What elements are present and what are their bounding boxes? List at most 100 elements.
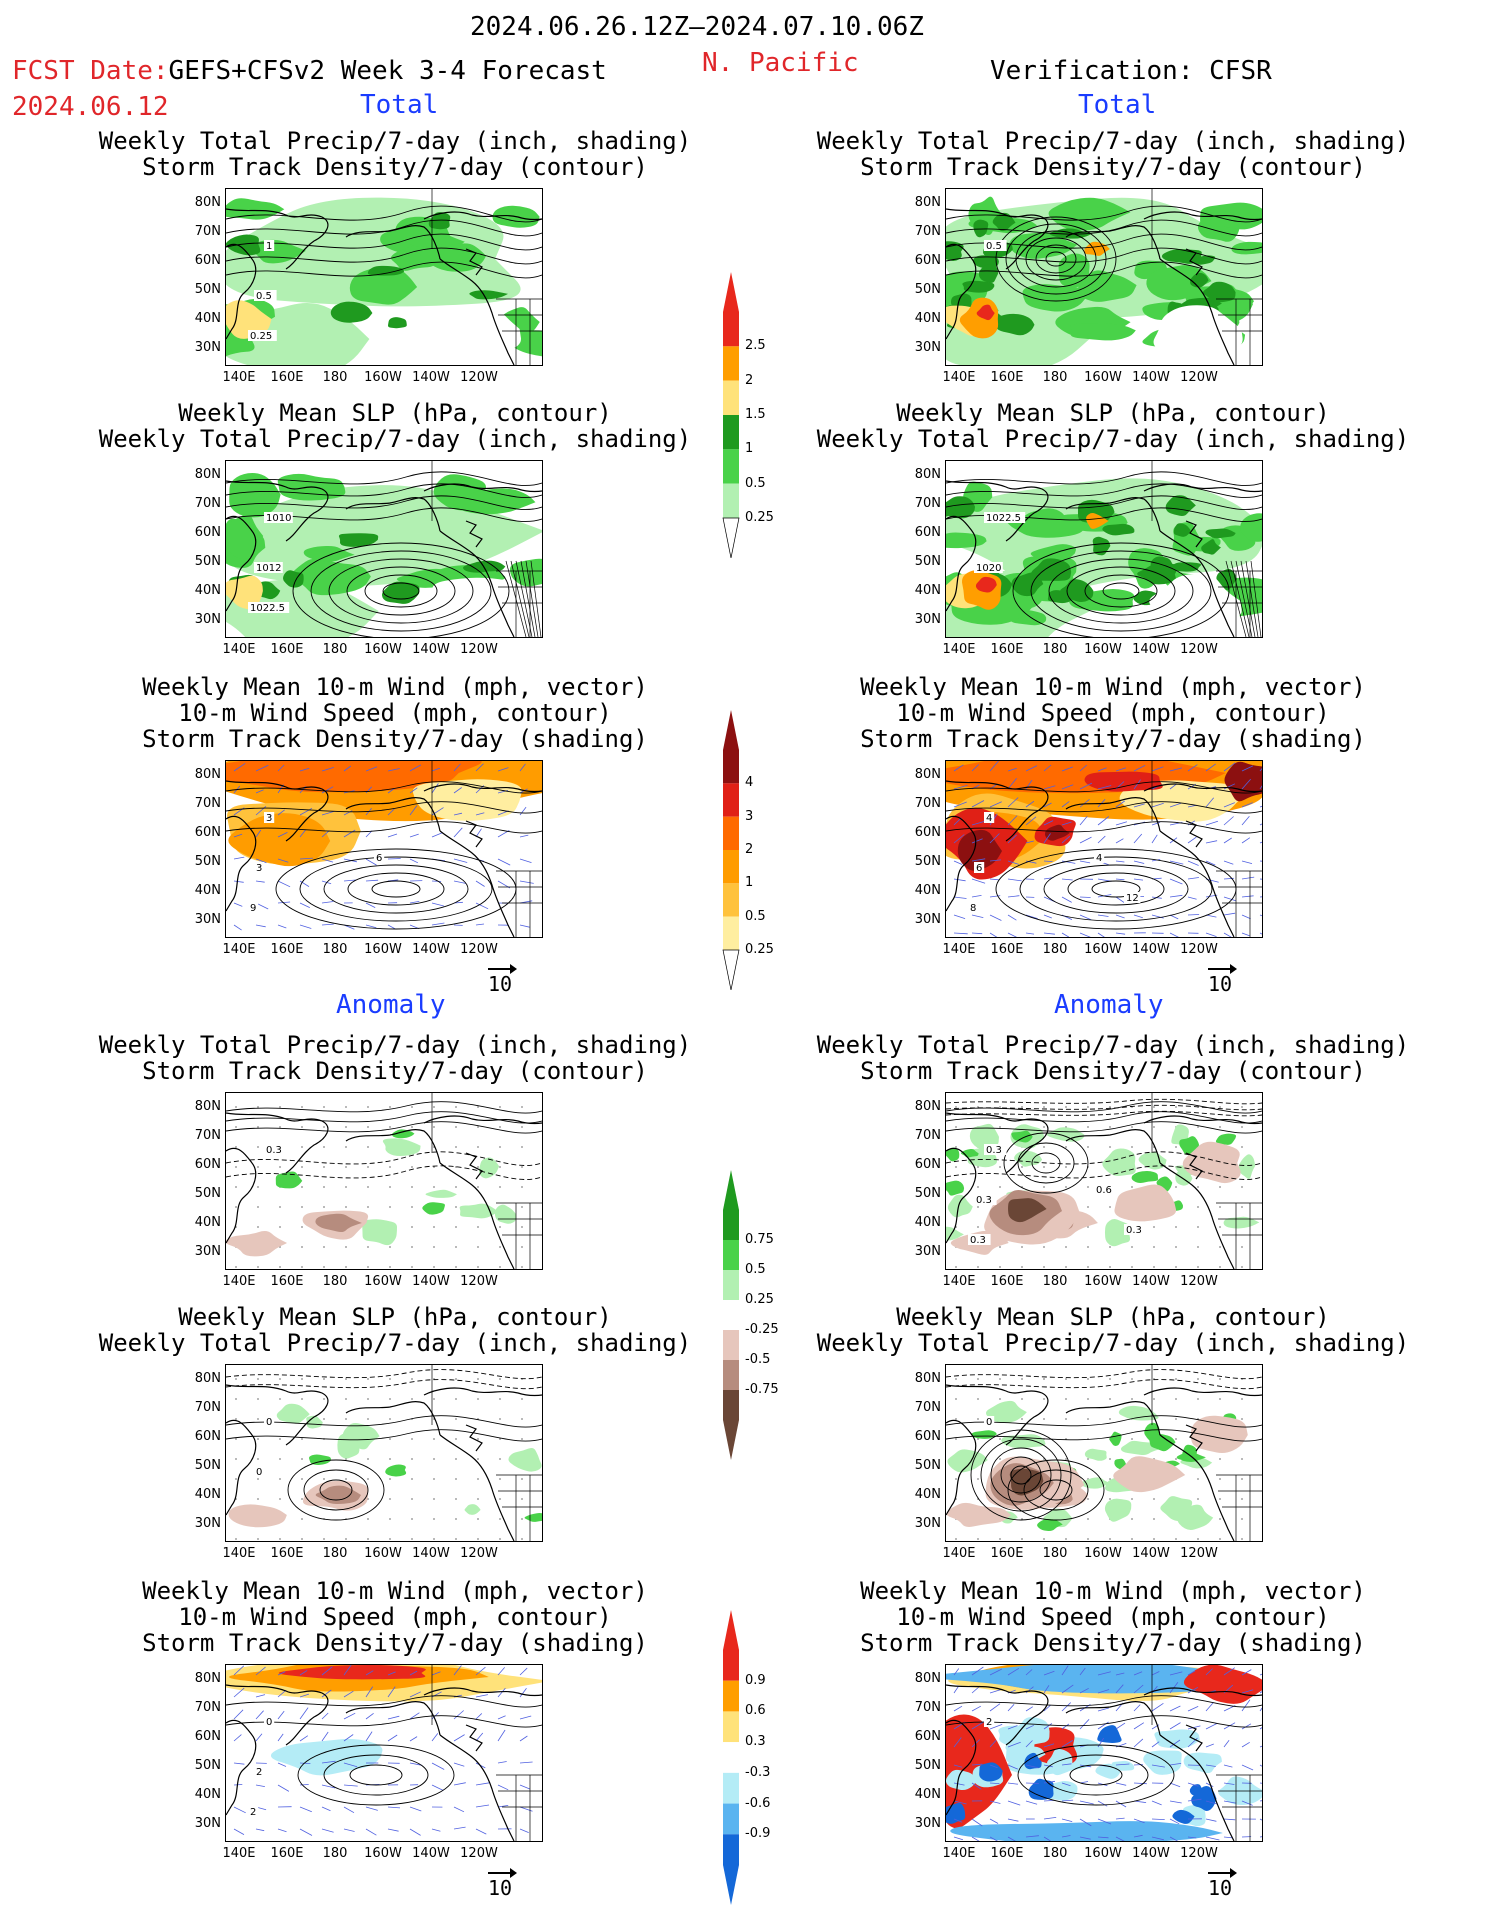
lat-label: 80N: [194, 1099, 221, 1114]
colorbar-label: 0.25: [745, 1292, 774, 1307]
lat-label: 40N: [194, 1787, 221, 1802]
lon-label: 160W: [364, 1846, 402, 1861]
lat-label: 60N: [194, 825, 221, 840]
colorbar-label: 2: [745, 842, 754, 857]
vector-ref-label: 10: [1207, 972, 1233, 996]
svg-text:2: 2: [986, 1717, 992, 1728]
lon-label: 160E: [990, 1274, 1024, 1289]
svg-text:0: 0: [256, 1467, 262, 1478]
vector-ref-arrowhead-icon: [510, 964, 517, 974]
forecast-map-anom_1: 0.3: [225, 1092, 543, 1270]
lat-label: 70N: [914, 1700, 941, 1715]
panel-title-fc-total_2-1: Weekly Mean SLP (hPa, contour): [178, 399, 612, 427]
svg-text:0.3: 0.3: [976, 1195, 992, 1206]
colorbar-label: 0.75: [745, 1232, 774, 1247]
lon-label: 120W: [1180, 942, 1218, 957]
lon-label: 160E: [270, 942, 304, 957]
lat-label: 30N: [194, 340, 221, 355]
lon-label: 140E: [222, 942, 256, 957]
forecast-map-anom_3: 0 2 2: [225, 1664, 543, 1842]
lon-label: 140E: [222, 370, 256, 385]
lat-label: 60N: [194, 525, 221, 540]
date-range: 2024.06.26.12Z–2024.07.10.06Z: [470, 12, 924, 42]
panel-title-fc-total_3-3: Storm Track Density/7-day (shading): [142, 725, 648, 753]
lon-label: 160E: [990, 642, 1024, 657]
lat-label: 70N: [194, 224, 221, 239]
panel-title-ob-total_2-1: Weekly Mean SLP (hPa, contour): [896, 399, 1330, 427]
lat-label: 30N: [194, 1516, 221, 1531]
vector-ref-arrowhead-icon: [1230, 964, 1237, 974]
svg-text:4: 4: [986, 813, 992, 824]
lon-label: 120W: [460, 370, 498, 385]
colorbar-label: -0.75: [745, 1382, 779, 1397]
colorbar-label: 1: [745, 875, 754, 891]
lat-label: 50N: [194, 1458, 221, 1473]
lat-label: 50N: [194, 282, 221, 297]
lon-label: 180: [1042, 642, 1068, 657]
colorbar-label: 4: [745, 775, 754, 791]
vector-ref-arrow-icon: [488, 1872, 514, 1874]
colorbar-label: 3: [745, 808, 754, 824]
lon-label: 180: [1042, 1846, 1068, 1861]
lon-label: 140E: [222, 1846, 256, 1861]
panel-title-fc-anom_3-3: Storm Track Density/7-day (shading): [142, 1629, 648, 1657]
lat-label: 40N: [914, 1787, 941, 1802]
lon-label: 120W: [460, 1846, 498, 1861]
colorbar-label: 0.5: [745, 1262, 766, 1277]
lat-label: 40N: [194, 883, 221, 898]
lon-label: 120W: [1180, 1274, 1218, 1289]
lon-label: 140E: [222, 1546, 256, 1561]
lon-label: 160E: [270, 1846, 304, 1861]
section-total-left: Total: [360, 90, 439, 120]
verification-map-anom_3: 2: [945, 1664, 1263, 1842]
vector-ref-arrowhead-icon: [1230, 1868, 1237, 1878]
lon-label: 180: [1042, 370, 1068, 385]
svg-text:0: 0: [266, 1717, 272, 1728]
panel-title-ob-total_1-1: Weekly Total Precip/7-day (inch, shading…: [816, 127, 1410, 155]
svg-text:0.3: 0.3: [266, 1145, 282, 1156]
svg-text:1020: 1020: [976, 563, 1001, 574]
svg-text:0.3: 0.3: [1126, 1225, 1142, 1236]
svg-text:3: 3: [266, 813, 272, 824]
lon-label: 140W: [1132, 1846, 1170, 1861]
lon-label: 180: [1042, 942, 1068, 957]
panel-title-fc-anom_2-2: Weekly Total Precip/7-day (inch, shading…: [98, 1329, 692, 1357]
lon-label: 140E: [222, 642, 256, 657]
colorbar-label: -0.6: [745, 1795, 771, 1811]
lat-label: 60N: [194, 1157, 221, 1172]
lon-label: 140W: [412, 642, 450, 657]
lat-label: 50N: [914, 1758, 941, 1773]
lon-label: 160E: [270, 370, 304, 385]
lat-label: 60N: [194, 253, 221, 268]
lat-label: 50N: [914, 854, 941, 869]
panel-title-ob-total_1-2: Storm Track Density/7-day (contour): [860, 153, 1366, 181]
lat-label: 40N: [914, 1487, 941, 1502]
colorbar-label: 0.5: [745, 475, 766, 491]
svg-text:0.5: 0.5: [986, 241, 1002, 252]
lat-label: 40N: [194, 311, 221, 326]
lon-label: 160E: [990, 1546, 1024, 1561]
lat-label: 30N: [914, 912, 941, 927]
svg-text:0.6: 0.6: [1096, 1185, 1112, 1196]
lon-label: 140W: [412, 1274, 450, 1289]
panel-title-ob-anom_3-3: Storm Track Density/7-day (shading): [860, 1629, 1366, 1657]
model-label: GEFS+CFSv2 Week 3-4 Forecast: [168, 56, 607, 86]
svg-text:1: 1: [266, 241, 272, 252]
lat-label: 80N: [914, 467, 941, 482]
lat-label: 40N: [914, 311, 941, 326]
lat-label: 70N: [194, 1400, 221, 1415]
lat-label: 30N: [194, 1816, 221, 1831]
lat-label: 30N: [194, 912, 221, 927]
section-anomaly-left: Anomaly: [336, 990, 446, 1020]
panel-title-fc-total_1-1: Weekly Total Precip/7-day (inch, shading…: [98, 127, 692, 155]
lon-label: 120W: [1180, 1846, 1218, 1861]
lat-label: 30N: [914, 612, 941, 627]
lat-label: 60N: [914, 1729, 941, 1744]
lon-label: 140W: [412, 370, 450, 385]
lat-label: 60N: [194, 1729, 221, 1744]
lon-label: 160W: [364, 370, 402, 385]
lat-label: 70N: [194, 796, 221, 811]
panel-title-fc-anom_1-1: Weekly Total Precip/7-day (inch, shading…: [98, 1031, 692, 1059]
lat-label: 80N: [914, 195, 941, 210]
